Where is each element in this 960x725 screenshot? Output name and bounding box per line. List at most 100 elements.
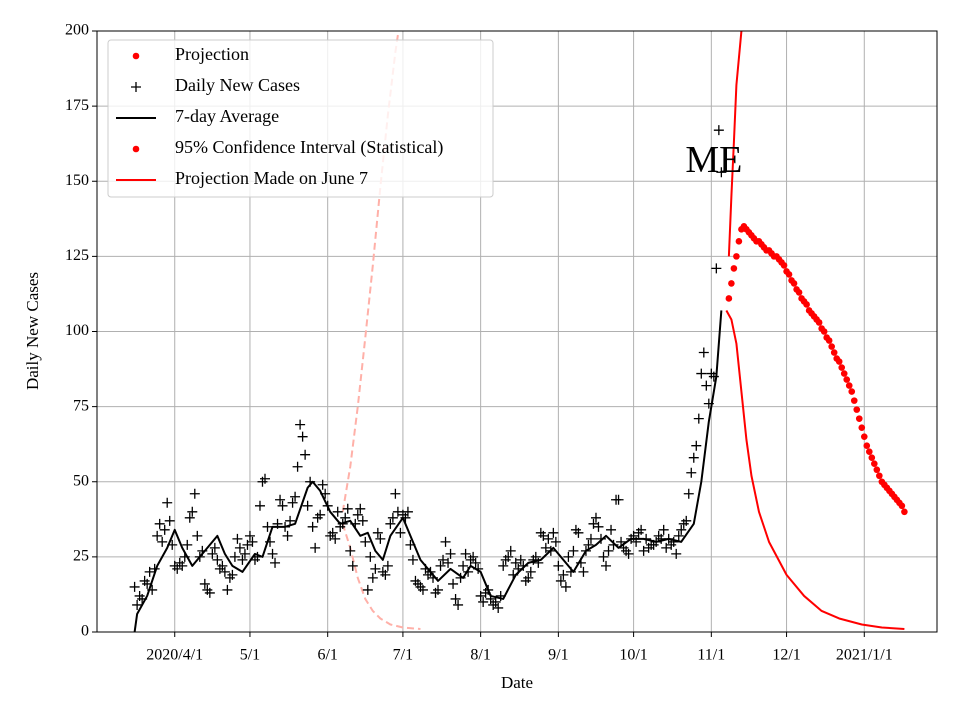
plus-marker <box>691 440 702 451</box>
plus-marker <box>606 524 617 535</box>
y-axis-label: Daily New Cases <box>23 272 42 390</box>
plus-marker <box>187 506 198 517</box>
dot <box>835 358 843 365</box>
plus-marker <box>229 551 240 562</box>
dot <box>845 382 853 389</box>
plus-marker <box>445 548 456 559</box>
plus-marker <box>392 506 403 517</box>
plus-marker <box>297 431 308 442</box>
plus-marker <box>290 491 301 502</box>
y-tick-label: 150 <box>65 172 89 189</box>
legend-label: Projection <box>175 44 249 64</box>
plus-marker <box>217 560 228 571</box>
legend-label: Daily New Cases <box>175 75 300 95</box>
dot <box>876 472 883 480</box>
dot <box>838 364 846 371</box>
plus-marker <box>693 413 704 424</box>
legend-marker <box>132 52 140 60</box>
dot <box>725 295 733 302</box>
plus-marker <box>588 518 599 529</box>
x-tick-label: 6/1 <box>317 647 337 664</box>
dot <box>850 397 858 404</box>
plus-marker <box>157 536 168 547</box>
annotations: ME <box>685 139 742 181</box>
legend-marker <box>132 145 140 153</box>
plus-marker <box>239 548 250 559</box>
plus-marker <box>317 479 328 490</box>
plus-marker <box>505 545 516 556</box>
plus-marker <box>355 503 366 514</box>
plus-marker <box>260 473 270 484</box>
legend-label: 95% Confidence Interval (Statistical) <box>175 137 443 158</box>
plus-marker <box>237 554 248 565</box>
plus-marker <box>711 263 722 274</box>
plus-marker <box>590 512 601 523</box>
dot <box>853 406 861 413</box>
y-tick-label: 50 <box>73 472 89 489</box>
x-tick-label: 8/1 <box>470 647 490 664</box>
plus-marker <box>152 530 163 541</box>
legend-label: Projection Made on June 7 <box>175 168 368 188</box>
plus-marker <box>596 533 606 544</box>
dot <box>898 502 906 510</box>
plus-marker <box>553 560 564 571</box>
plus-marker <box>440 536 451 547</box>
dot <box>795 289 803 296</box>
plus-marker <box>468 551 479 562</box>
dot <box>790 280 798 287</box>
dot <box>871 460 878 468</box>
plus-marker <box>407 554 418 565</box>
plus-marker <box>402 506 413 517</box>
dot <box>860 433 868 440</box>
plus-marker <box>219 566 230 577</box>
plus-marker <box>696 368 707 379</box>
plus-marker <box>209 542 220 553</box>
plus-marker <box>601 560 612 571</box>
plus-marker <box>525 566 536 577</box>
y-tick-label: 25 <box>73 548 89 565</box>
plus-marker <box>433 584 444 595</box>
dot <box>815 319 823 326</box>
plus-marker <box>681 515 692 526</box>
y-tick-label: 125 <box>65 247 89 264</box>
plus-marker <box>347 560 358 571</box>
line <box>727 31 743 257</box>
plus-marker <box>548 527 559 538</box>
plus-marker <box>222 584 233 595</box>
plus-marker <box>385 518 396 529</box>
x-tick-label: 2020/4/1 <box>146 647 203 664</box>
dot <box>733 253 740 260</box>
plus-marker <box>470 557 481 568</box>
plus-marker <box>713 125 724 136</box>
plus-marker <box>307 521 318 532</box>
y-tick-label: 175 <box>65 97 89 114</box>
plus-marker <box>129 581 140 592</box>
plus-marker <box>370 563 381 574</box>
plus-marker <box>686 467 697 478</box>
plus-marker <box>458 560 469 571</box>
plus-marker <box>498 560 509 571</box>
plus-marker <box>315 509 326 520</box>
plus-marker <box>232 533 243 544</box>
plus-marker <box>270 557 281 568</box>
y-tick-label: 0 <box>81 623 89 640</box>
plus-marker <box>192 530 203 541</box>
plus-marker <box>367 572 378 583</box>
plus-marker <box>438 554 449 565</box>
plus-marker <box>490 596 501 607</box>
dot <box>780 262 788 269</box>
plus-marker <box>332 506 343 517</box>
plus-marker <box>661 542 672 553</box>
dot <box>855 415 863 422</box>
plus-marker <box>475 590 486 601</box>
plus-marker <box>568 545 579 556</box>
dot <box>730 265 738 272</box>
plus-marker <box>372 527 383 538</box>
plus-marker <box>262 521 273 532</box>
plus-marker <box>417 584 428 595</box>
plus-marker <box>613 494 624 505</box>
plus-marker <box>603 545 614 556</box>
plus-marker <box>583 539 594 550</box>
plus-marker <box>435 560 446 571</box>
dot <box>873 466 881 474</box>
